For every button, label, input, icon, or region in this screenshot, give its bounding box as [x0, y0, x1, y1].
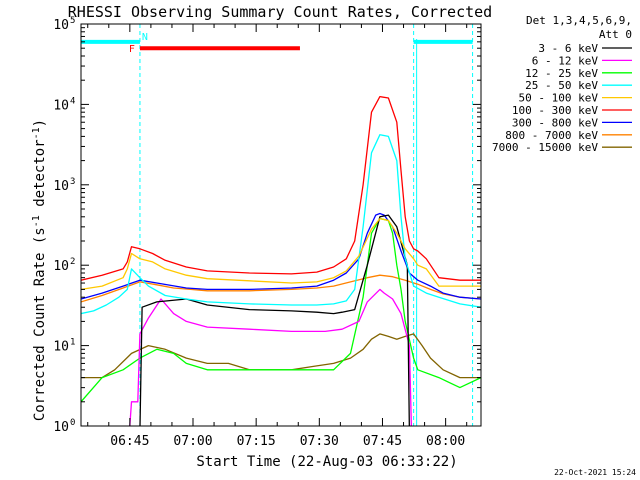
legend-label-1: 3 - 6 keV	[538, 42, 598, 55]
legend-label-6: 100 - 300 keV	[512, 104, 598, 117]
x-tick-label-2: 07:15	[237, 434, 276, 449]
y-tick-label-2: 10	[53, 259, 69, 274]
chart-title: RHESSI Observing Summary Count Rates, Co…	[68, 3, 492, 21]
x-tick-label-4: 07:45	[363, 434, 402, 449]
y-tick-label-5: 10	[53, 18, 69, 33]
flag-label-n: N	[142, 32, 148, 43]
legend-label-5: 50 - 100 keV	[519, 92, 599, 105]
legend-label-3: 12 - 25 keV	[525, 67, 598, 80]
series-line-3	[81, 217, 481, 403]
y-tick-label-0: 10	[53, 420, 69, 435]
legend-label-7: 300 - 800 keV	[512, 116, 598, 129]
legend-label-4: 25 - 50 keV	[525, 79, 598, 92]
y-tick-label-1: 10	[53, 340, 69, 355]
series-line-5	[81, 217, 481, 291]
y-tick-exponent-5: 5	[70, 16, 75, 26]
x-tick-label-1: 07:00	[173, 434, 212, 449]
x-tick-label-3: 07:30	[300, 434, 339, 449]
y-tick-label-4: 10	[53, 98, 69, 113]
plot-frame	[80, 23, 482, 427]
series-line-1	[139, 214, 410, 426]
y-tick-exponent-1: 1	[70, 338, 75, 348]
series-line-8	[81, 274, 481, 303]
legend-label-9: 7000 - 15000 keV	[492, 141, 598, 154]
x-axis-label: Start Time (22-Aug-03 06:33:22)	[196, 454, 457, 470]
y-tick-exponent-0: 0	[70, 418, 75, 428]
y-axis-label: Corrected Count Rate (s-1 detector-1)	[31, 119, 48, 421]
series-line-2	[129, 288, 413, 426]
y-tick-exponent-2: 2	[70, 257, 75, 267]
legend-header-line-2: Att 0	[599, 28, 632, 41]
series-line-6	[81, 95, 481, 281]
legend-label-2: 6 - 12 keV	[532, 54, 599, 67]
footer-date: 22-Oct-2021 15:24	[554, 468, 636, 477]
plot-area: FN	[81, 24, 481, 426]
legend-label-8: 800 - 7000 keV	[505, 129, 598, 142]
flag-label-f: F	[129, 44, 135, 55]
x-tick-label-5: 08:00	[426, 434, 465, 449]
plot-content	[81, 24, 481, 426]
legend-header-line-1: Det 1,3,4,5,6,9,	[526, 14, 632, 27]
y-tick-label-3: 10	[53, 179, 69, 194]
x-tick-label-0: 06:45	[110, 434, 149, 449]
y-tick-exponent-4: 4	[70, 96, 75, 106]
y-tick-exponent-3: 3	[70, 177, 75, 187]
series-line-4	[81, 134, 481, 315]
